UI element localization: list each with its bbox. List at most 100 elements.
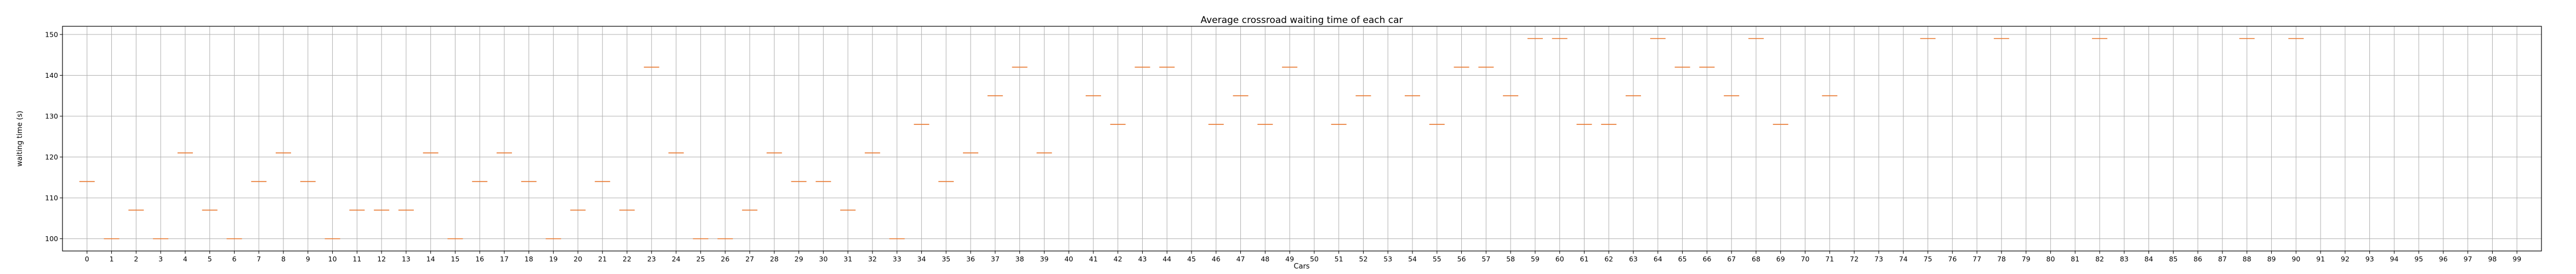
- x-tick-label: 31: [844, 255, 852, 263]
- x-tick-label: 28: [770, 255, 779, 263]
- x-tick-label: 18: [525, 255, 533, 263]
- x-tick-label: 42: [1114, 255, 1122, 263]
- axis-ticks: 0 1 2 3 4 5 6 7 8 9 10 11 12 13 14 15 16 17 18 19 20 21 22 23 24…: [45, 30, 2521, 263]
- x-tick-label: 69: [1776, 255, 1785, 263]
- x-tick-label: 51: [1335, 255, 1343, 263]
- x-tick-label: 84: [2145, 255, 2153, 263]
- x-tick-label: 14: [426, 255, 435, 263]
- x-tick-label: 96: [2439, 255, 2448, 263]
- y-tick-label: 120: [45, 153, 58, 161]
- x-tick-label: 60: [1555, 255, 1564, 263]
- x-tick-label: 19: [549, 255, 558, 263]
- x-tick-label: 83: [2120, 255, 2129, 263]
- y-tick-label: 100: [45, 235, 58, 243]
- x-tick-label: 1: [110, 255, 114, 263]
- x-tick-label: 5: [208, 255, 212, 263]
- x-tick-label: 34: [917, 255, 926, 263]
- x-tick-label: 39: [1040, 255, 1048, 263]
- x-tick-label: 99: [2512, 255, 2521, 263]
- x-tick-label: 13: [402, 255, 411, 263]
- x-tick-label: 48: [1261, 255, 1269, 263]
- x-tick-label: 67: [1727, 255, 1736, 263]
- x-tick-label: 4: [183, 255, 187, 263]
- x-tick-label: 86: [2193, 255, 2202, 263]
- x-tick-label: 56: [1457, 255, 1466, 263]
- x-tick-label: 41: [1089, 255, 1098, 263]
- x-tick-label: 97: [2464, 255, 2472, 263]
- x-tick-label: 47: [1236, 255, 1245, 263]
- x-tick-label: 54: [1408, 255, 1417, 263]
- x-tick-label: 8: [281, 255, 286, 263]
- x-tick-label: 77: [1973, 255, 1981, 263]
- y-axis-label: waiting time (s): [16, 111, 24, 167]
- x-tick-label: 46: [1212, 255, 1221, 263]
- x-tick-label: 85: [2169, 255, 2178, 263]
- x-tick-label: 10: [328, 255, 337, 263]
- x-tick-label: 59: [1531, 255, 1540, 263]
- x-tick-label: 79: [2022, 255, 2031, 263]
- x-tick-label: 32: [868, 255, 877, 263]
- x-tick-label: 94: [2390, 255, 2398, 263]
- x-tick-label: 64: [1654, 255, 1662, 263]
- x-tick-label: 71: [1825, 255, 1834, 263]
- chart-title: Average crossroad waiting time of each c…: [1200, 15, 1403, 26]
- x-tick-label: 98: [2488, 255, 2497, 263]
- x-tick-label: 62: [1604, 255, 1613, 263]
- x-tick-label: 55: [1433, 255, 1441, 263]
- x-tick-label: 90: [2292, 255, 2300, 263]
- grid: [62, 26, 2541, 251]
- plot-frame: [62, 26, 2542, 252]
- x-tick-label: 80: [2046, 255, 2055, 263]
- x-tick-label: 92: [2341, 255, 2350, 263]
- x-tick-label: 81: [2071, 255, 2079, 263]
- x-tick-label: 61: [1580, 255, 1589, 263]
- x-tick-label: 72: [1850, 255, 1859, 263]
- x-tick-label: 50: [1310, 255, 1319, 263]
- x-tick-label: 27: [745, 255, 754, 263]
- x-tick-label: 70: [1801, 255, 1810, 263]
- x-tick-label: 20: [573, 255, 582, 263]
- x-tick-label: 82: [2095, 255, 2104, 263]
- x-tick-label: 91: [2316, 255, 2325, 263]
- x-tick-label: 74: [1899, 255, 1908, 263]
- x-axis-label: Cars: [1293, 262, 1309, 271]
- x-tick-label: 89: [2267, 255, 2276, 263]
- x-tick-label: 11: [352, 255, 361, 263]
- x-tick-label: 88: [2243, 255, 2252, 263]
- x-tick-label: 75: [1923, 255, 1932, 263]
- x-tick-label: 53: [1383, 255, 1392, 263]
- x-tick-label: 29: [795, 255, 803, 263]
- x-tick-label: 52: [1359, 255, 1368, 263]
- x-tick-label: 23: [647, 255, 656, 263]
- x-tick-label: 17: [500, 255, 509, 263]
- x-tick-label: 38: [1016, 255, 1024, 263]
- y-tick-label: 140: [45, 71, 58, 79]
- y-tick-label: 110: [45, 194, 58, 202]
- x-tick-label: 2: [134, 255, 138, 263]
- x-tick-label: 78: [1997, 255, 2006, 263]
- x-tick-label: 44: [1162, 255, 1171, 263]
- x-tick-label: 7: [257, 255, 261, 263]
- x-tick-label: 21: [598, 255, 607, 263]
- x-tick-label: 0: [85, 255, 89, 263]
- x-tick-label: 26: [721, 255, 730, 263]
- x-tick-label: 87: [2218, 255, 2227, 263]
- x-tick-label: 93: [2366, 255, 2374, 263]
- x-tick-label: 36: [966, 255, 975, 263]
- x-tick-label: 24: [672, 255, 681, 263]
- x-tick-label: 66: [1702, 255, 1711, 263]
- x-tick-label: 30: [819, 255, 828, 263]
- x-tick-label: 6: [232, 255, 236, 263]
- x-tick-label: 3: [158, 255, 163, 263]
- x-tick-label: 45: [1187, 255, 1196, 263]
- x-tick-label: 76: [1948, 255, 1957, 263]
- x-tick-label: 22: [623, 255, 631, 263]
- x-tick-label: 15: [451, 255, 460, 263]
- x-tick-label: 33: [893, 255, 902, 263]
- y-tick-label: 150: [45, 30, 58, 38]
- x-tick-label: 57: [1481, 255, 1490, 263]
- x-tick-label: 65: [1678, 255, 1687, 263]
- x-tick-label: 95: [2414, 255, 2423, 263]
- data-markers: [79, 38, 2304, 239]
